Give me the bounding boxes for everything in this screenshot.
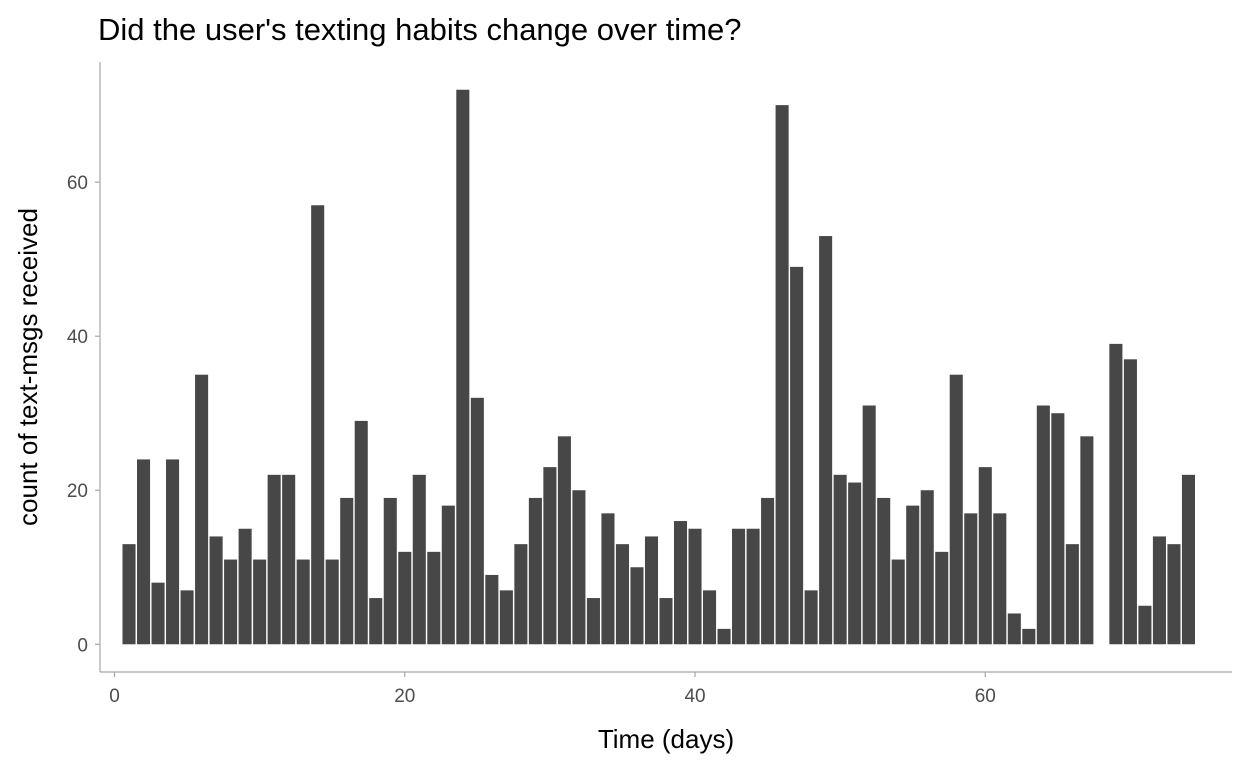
- bar-day-74: [1181, 474, 1195, 645]
- bar-day-47: [790, 266, 804, 645]
- bar-day-27: [499, 590, 513, 645]
- chart-title: Did the user's texting habits change ove…: [98, 12, 742, 47]
- bar-day-26: [485, 574, 499, 645]
- bar-day-11: [267, 474, 281, 645]
- bar-day-41: [703, 590, 717, 645]
- bar-day-53: [877, 497, 891, 645]
- bar-day-49: [819, 236, 833, 645]
- bar-day-57: [935, 551, 949, 645]
- bar-day-18: [369, 598, 383, 645]
- bar-day-32: [572, 490, 586, 645]
- bar-day-34: [601, 513, 615, 645]
- bar-day-13: [296, 559, 310, 645]
- bar-day-15: [325, 559, 339, 645]
- bar-day-21: [412, 474, 426, 645]
- bar-day-43: [732, 528, 746, 645]
- bar-day-51: [848, 482, 862, 645]
- bar-day-16: [340, 497, 354, 645]
- bar-day-72: [1152, 536, 1166, 645]
- y-tick-label: 0: [77, 635, 88, 656]
- bar-day-48: [804, 590, 818, 645]
- x-tick-label: 40: [684, 686, 705, 707]
- bar-day-61: [993, 513, 1007, 645]
- bar-day-33: [586, 598, 600, 645]
- bar-day-19: [383, 497, 397, 645]
- bar-day-7: [209, 536, 223, 645]
- bar-day-60: [978, 467, 992, 645]
- bar-day-1: [122, 544, 136, 645]
- bar-day-22: [427, 551, 441, 645]
- bar-day-3: [151, 582, 165, 645]
- bar-day-64: [1036, 405, 1050, 645]
- bar-day-2: [137, 459, 151, 645]
- bar-day-73: [1167, 544, 1181, 645]
- bar-day-9: [238, 528, 252, 645]
- x-tick-label: 0: [109, 686, 120, 707]
- y-axis-label: count of text-msgs received: [13, 208, 43, 526]
- bar-day-40: [688, 528, 702, 645]
- bar-day-67: [1080, 436, 1094, 645]
- bar-day-56: [920, 490, 934, 645]
- bar-day-10: [253, 559, 267, 645]
- bar-day-38: [659, 598, 673, 645]
- bar-day-31: [557, 436, 571, 645]
- bar-day-52: [862, 405, 876, 645]
- bar-day-20: [398, 551, 412, 645]
- bar-day-4: [166, 459, 180, 645]
- bar-day-45: [761, 497, 775, 645]
- bar-day-59: [964, 513, 978, 645]
- bar-day-23: [441, 505, 455, 645]
- bar-day-50: [833, 474, 847, 645]
- bar-day-30: [543, 467, 557, 645]
- y-tick-label: 20: [67, 481, 88, 502]
- bar-day-63: [1022, 628, 1036, 645]
- bar-day-55: [906, 505, 920, 645]
- x-axis-label: Time (days): [598, 724, 734, 754]
- bar-day-66: [1065, 544, 1079, 645]
- bar-day-5: [180, 590, 194, 645]
- bar-day-35: [615, 544, 629, 645]
- bar-day-58: [949, 374, 963, 645]
- bar-day-65: [1051, 413, 1065, 645]
- bar-day-46: [775, 105, 789, 645]
- bar-day-70: [1123, 359, 1137, 645]
- y-axis-ticks: 0 20 40 60: [67, 173, 100, 656]
- bar-day-44: [746, 528, 760, 645]
- bar-day-62: [1007, 613, 1021, 645]
- bar-day-6: [195, 374, 209, 645]
- y-tick-label: 60: [67, 173, 88, 194]
- bar-day-25: [470, 397, 484, 645]
- bar-day-12: [282, 474, 296, 645]
- y-tick-label: 40: [67, 327, 88, 348]
- bar-day-29: [528, 497, 542, 645]
- bar-day-54: [891, 559, 905, 645]
- bar-day-42: [717, 628, 731, 645]
- x-tick-label: 60: [975, 686, 996, 707]
- bar-day-24: [456, 89, 470, 645]
- bar-day-71: [1138, 605, 1152, 645]
- bar-day-8: [224, 559, 238, 645]
- bar-day-36: [630, 567, 644, 645]
- bar-day-28: [514, 544, 528, 645]
- bars-group: [122, 89, 1195, 645]
- x-axis-ticks: 0 20 40 60: [109, 672, 996, 707]
- bar-day-39: [673, 521, 688, 645]
- bar-day-14: [311, 205, 325, 645]
- x-tick-label: 20: [394, 686, 415, 707]
- bar-day-17: [354, 420, 368, 645]
- bar-day-37: [644, 536, 659, 645]
- bar-day-69: [1109, 343, 1123, 645]
